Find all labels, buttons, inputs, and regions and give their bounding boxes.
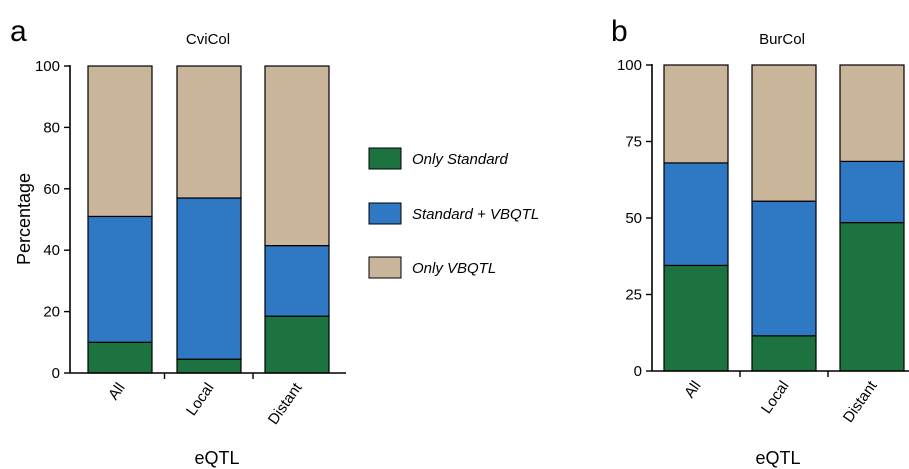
x-tick-label-local: Local: [183, 380, 217, 419]
bar-distant-only-vbqtl: [264, 65, 330, 247]
panel-letter-a: a: [10, 15, 27, 48]
y-axis-label: Percentage: [14, 173, 34, 265]
bar-all-standard-vbqtl: [87, 215, 153, 343]
x-tick-label-distant: Distant: [265, 379, 306, 428]
y-tick-label-25: 25: [625, 287, 642, 304]
x-tick-label-all: All: [105, 380, 128, 403]
y-tick-label-75: 75: [625, 134, 642, 151]
bar-local-standard-vbqtl: [176, 197, 242, 360]
panel-b: b BurCol eQTL 0 25 50 75 100 All Local Distant: [611, 15, 909, 468]
y-tick-label-60: 60: [43, 181, 60, 198]
y-tick-label-100: 100: [35, 58, 60, 75]
panel-letter-b: b: [611, 15, 628, 48]
bar-all-only-standard: [87, 341, 153, 374]
legend-item-standard-vbqtl: Standard + VBQTL: [368, 202, 539, 225]
legend-item-only-vbqtl: Only VBQTL: [368, 256, 496, 279]
y-tick-label-20: 20: [43, 304, 60, 321]
legend-swatch-only-standard: [368, 147, 402, 170]
bar-all-only-vbqtl: [87, 65, 153, 218]
y-tick-label-40: 40: [43, 242, 60, 259]
legend-label-standard-vbqtl: Standard + VBQTL: [412, 206, 539, 223]
legend-item-only-standard: Only Standard: [368, 147, 509, 170]
x-tick-label-distant: Distant: [840, 377, 881, 426]
bar-all-only-standard: [663, 264, 729, 372]
bar-local-only-vbqtl: [751, 64, 817, 202]
legend: Only Standard Standard + VBQTL Only VBQT…: [368, 147, 539, 279]
x-axis-label-b: eQTL: [755, 448, 800, 468]
bar-local-standard-vbqtl: [751, 200, 817, 337]
x-axis-label-a: eQTL: [194, 448, 239, 468]
plot-area-b: 0 25 50 75 100 All Local Distant: [617, 57, 909, 426]
bar-all-only-vbqtl: [663, 64, 729, 164]
chart-title-cvicol: CviCol: [186, 31, 230, 48]
legend-label-only-standard: Only Standard: [412, 151, 509, 168]
y-tick-label-0: 0: [634, 363, 642, 380]
bar-distant-only-standard: [264, 315, 330, 374]
bar-local-only-standard: [751, 335, 817, 372]
x-tick-label-all: All: [681, 378, 704, 401]
chart-title-burcol: BurCol: [759, 31, 805, 48]
bar-distant-standard-vbqtl: [839, 160, 905, 224]
y-tick-label-100: 100: [617, 57, 642, 74]
bar-all-standard-vbqtl: [663, 162, 729, 267]
x-tick-label-local: Local: [758, 378, 792, 417]
y-tick-label-80: 80: [43, 119, 60, 136]
y-tick-label-0: 0: [52, 365, 60, 382]
y-tick-label-50: 50: [625, 210, 642, 227]
bar-distant-standard-vbqtl: [264, 244, 330, 317]
plot-area-a: 0 20 40 60 80 100 All Local Distant: [35, 58, 346, 428]
legend-label-only-vbqtl: Only VBQTL: [412, 260, 496, 277]
panel-a: a CviCol Percentage eQTL 0 20 40 60 80 100 All…: [10, 15, 346, 468]
legend-swatch-only-vbqtl: [368, 256, 402, 279]
bar-distant-only-standard: [839, 221, 905, 372]
bar-local-only-vbqtl: [176, 65, 242, 199]
bar-distant-only-vbqtl: [839, 64, 905, 162]
legend-swatch-standard-vbqtl: [368, 202, 402, 225]
bar-local-only-standard: [176, 358, 242, 374]
